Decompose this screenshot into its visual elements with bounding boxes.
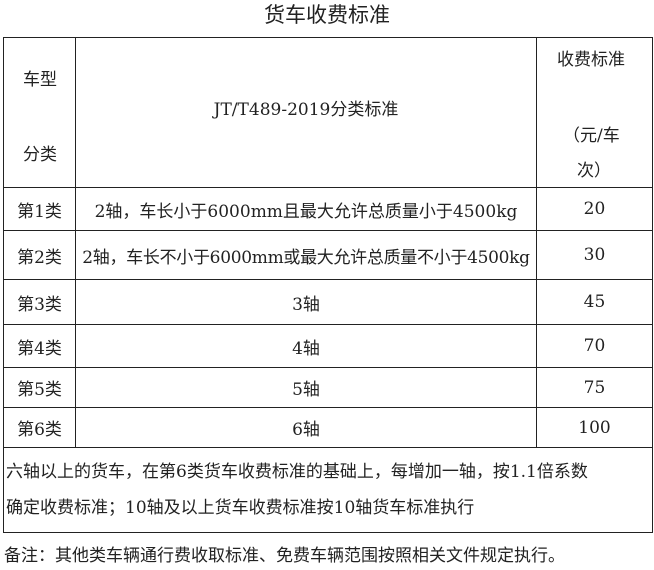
table-row: 第4类 4轴 70	[3, 324, 653, 368]
header-fee-line3: 次）	[577, 161, 611, 181]
table-row: 第1类 2轴，车长小于6000mm且最大允许总质量小于4500kg 20	[3, 187, 653, 231]
table-row: 第6类 6轴 100	[3, 407, 653, 448]
footer-row: 六轴以上的货车，在第6类货车收费标准的基础上，每增加一轴，按1.1倍系数 确定收…	[3, 447, 653, 533]
fee-cell: 75	[536, 367, 653, 408]
header-fee-line2: （元/车	[563, 126, 620, 146]
header-standard: JT/T489-2019分类标准	[75, 37, 537, 188]
desc-cell: 5轴	[75, 367, 537, 408]
class-cell: 第3类	[3, 279, 76, 325]
footer-line1: 六轴以上的货车，在第6类货车收费标准的基础上，每增加一轴，按1.1倍系数	[6, 462, 588, 482]
fee-cell: 45	[536, 279, 653, 325]
footer-line2: 确定收费标准；10轴及以上货车收费标准按10轴货车标准执行	[6, 498, 475, 518]
toll-fee-table: 车型 分类 JT/T489-2019分类标准 收费标准 （元/车 次） 第1类 …	[3, 37, 653, 533]
class-cell: 第1类	[3, 187, 76, 231]
page-title: 货车收费标准	[264, 3, 390, 27]
table-row: 第5类 5轴 75	[3, 367, 653, 408]
fee-cell: 20	[536, 187, 653, 231]
fee-cell: 100	[536, 407, 653, 448]
table-row: 第3类 3轴 45	[3, 279, 653, 325]
class-cell: 第2类	[3, 230, 76, 280]
desc-cell: 6轴	[75, 407, 537, 448]
header-type-line1: 车型	[23, 70, 57, 90]
class-cell: 第5类	[3, 367, 76, 408]
header-row: 车型 分类 JT/T489-2019分类标准 收费标准 （元/车 次）	[3, 37, 653, 188]
fee-cell: 30	[536, 230, 653, 280]
fee-cell: 70	[536, 324, 653, 368]
class-cell: 第6类	[3, 407, 76, 448]
header-vehicle-type: 车型 分类	[3, 37, 76, 188]
table-row: 第2类 2轴，车长不小于6000mm或最大允许总质量不小于4500kg 30	[3, 230, 653, 280]
class-cell: 第4类	[3, 324, 76, 368]
header-standard-text: JT/T489-2019分类标准	[213, 100, 399, 120]
desc-cell: 4轴	[75, 324, 537, 368]
header-type-line2: 分类	[23, 145, 57, 165]
note-text: 备注：其他类车辆通行费收取标准、免费车辆范围按照相关文件规定执行。	[4, 546, 565, 566]
desc-cell: 2轴，车长小于6000mm且最大允许总质量小于4500kg	[75, 187, 537, 231]
desc-cell: 2轴，车长不小于6000mm或最大允许总质量不小于4500kg	[75, 230, 537, 280]
header-fee: 收费标准 （元/车 次）	[536, 37, 653, 188]
footer-cell: 六轴以上的货车，在第6类货车收费标准的基础上，每增加一轴，按1.1倍系数 确定收…	[3, 447, 653, 533]
desc-cell: 3轴	[75, 279, 537, 325]
header-fee-line1: 收费标准	[557, 50, 625, 70]
